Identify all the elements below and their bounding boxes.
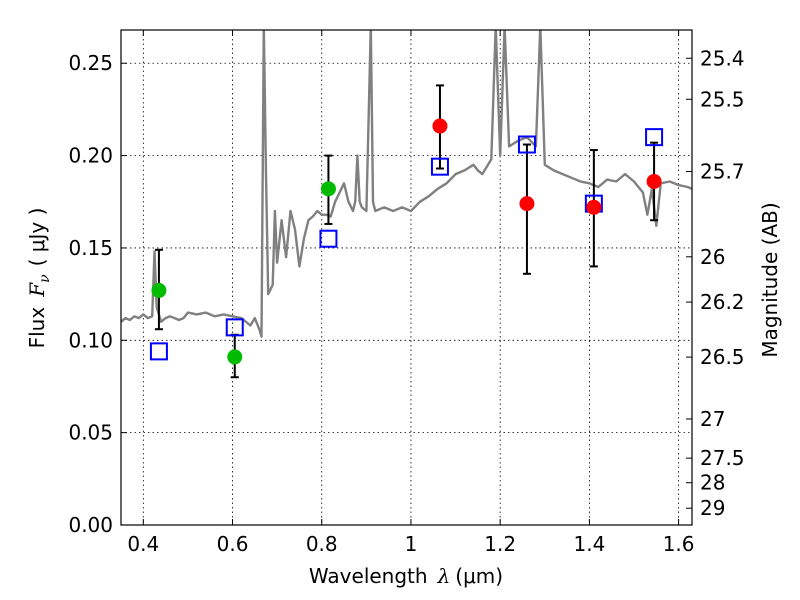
y-tick-label: 0.15	[68, 236, 113, 260]
y2-tick-label: 27.5	[700, 446, 745, 470]
model-square-point	[517, 135, 536, 154]
y2-tick-label: 25.4	[700, 46, 745, 70]
y2-tick-label: 26.5	[700, 345, 745, 369]
model-square-point	[645, 128, 664, 147]
grid	[121, 30, 692, 526]
model-square-point	[225, 318, 244, 337]
photometry-point	[320, 181, 336, 197]
y2-tick-label: 29	[700, 496, 725, 520]
x-tick-label: 1.4	[573, 532, 605, 556]
photometry-point	[519, 196, 535, 212]
x-axis-ticks: 0.4 0.6 0.8 1 1.2 1.4 1.6	[127, 30, 695, 556]
x-tick-label: 0.6	[217, 532, 249, 556]
y-tick-label: 0.25	[68, 51, 113, 75]
y-tick-label: 0.10	[68, 328, 113, 352]
photometry-point	[227, 349, 243, 365]
x-tick-label: 1	[405, 532, 418, 556]
model-square-point	[319, 229, 338, 248]
model-square-point	[149, 342, 168, 361]
y2-tick-label: 25.7	[700, 159, 745, 183]
photometry-point	[151, 282, 167, 298]
x-tick-label: 0.4	[127, 532, 159, 556]
photometry-point	[586, 199, 602, 215]
y2-tick-label: 25.5	[700, 87, 745, 111]
photometry-point	[646, 173, 662, 189]
y-axis-ticks: 0.00 0.05 0.10 0.15 0.20 0.25	[68, 51, 127, 537]
x-tick-label: 0.8	[306, 532, 338, 556]
y-tick-label: 0.05	[68, 421, 113, 445]
y2-tick-label: 28	[700, 471, 725, 495]
x-axis-label: Wavelength λ (μm)	[309, 564, 503, 588]
y2-tick-label: 26	[700, 245, 725, 269]
spectrum-line	[121, 30, 692, 338]
y2-tick-label: 26.2	[700, 290, 745, 314]
plot-frame	[120, 29, 693, 526]
x-tick-label: 1.2	[484, 532, 516, 556]
model-square-point	[430, 157, 449, 176]
photometry-point	[432, 118, 448, 134]
y-tick-label: 0.00	[68, 513, 113, 537]
plot-area	[121, 30, 692, 379]
x-tick-label: 1.6	[663, 532, 695, 556]
y2-axis-label: Magnitude (AB)	[758, 202, 782, 357]
y2-tick-label: 27	[700, 407, 725, 431]
y-axis-label: FluxFν( μJy )	[25, 208, 53, 349]
y-tick-label: 0.20	[68, 144, 113, 168]
